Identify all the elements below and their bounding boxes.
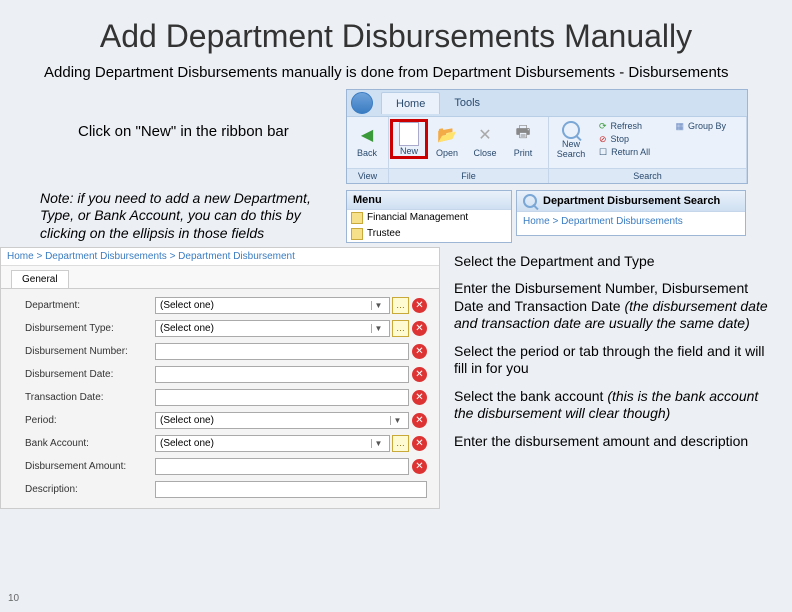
label-date: Disbursement Date: xyxy=(25,369,155,380)
bank-ellipsis-button[interactable]: … xyxy=(392,435,409,452)
chevron-down-icon: ▼ xyxy=(371,301,385,310)
instructions-block: Select the Department and Type Enter the… xyxy=(440,247,792,461)
search-panel: Department Disbursement Search Home > De… xyxy=(516,190,746,236)
form-panel: Home > Department Disbursements > Depart… xyxy=(0,247,440,509)
search-icon xyxy=(523,194,537,208)
print-button[interactable]: 🖶 Print xyxy=(505,120,541,158)
label-department: Department: xyxy=(25,300,155,311)
instruction-4: Select the bank account (this is the ban… xyxy=(454,388,772,423)
menu-panel: Menu Financial Management Trustee xyxy=(346,190,512,243)
error-icon: ✕ xyxy=(412,367,427,382)
page-number: 10 xyxy=(8,593,19,604)
type-ellipsis-button[interactable]: … xyxy=(392,320,409,337)
amount-input[interactable] xyxy=(155,458,409,475)
back-icon: ◀ xyxy=(354,122,380,148)
open-button[interactable]: 📂 Open xyxy=(429,120,465,158)
note-text: Note: if you need to add a new Departmen… xyxy=(40,190,346,243)
click-new-instruction: Click on "New" in the ribbon bar xyxy=(78,89,346,140)
period-select[interactable]: (Select one)▼ xyxy=(155,412,409,429)
chevron-down-icon: ▼ xyxy=(390,416,404,425)
error-icon: ✕ xyxy=(412,298,427,313)
form-breadcrumb: Home > Department Disbursements > Depart… xyxy=(1,248,439,266)
chevron-down-icon: ▼ xyxy=(371,439,385,448)
label-period: Period: xyxy=(25,415,155,426)
close-button[interactable]: ✕ Close xyxy=(467,120,503,158)
search-icon xyxy=(562,121,580,139)
type-select[interactable]: (Select one)▼ xyxy=(155,320,390,337)
group-view-label: View xyxy=(347,168,388,183)
chevron-down-icon: ▼ xyxy=(371,324,385,333)
error-icon: ✕ xyxy=(412,459,427,474)
refresh-option[interactable]: ⟳Refresh xyxy=(599,121,664,132)
ribbon-bar: Home Tools ◀ Back View New xyxy=(346,89,748,184)
print-icon: 🖶 xyxy=(510,122,536,148)
error-icon: ✕ xyxy=(412,321,427,336)
new-doc-icon xyxy=(399,122,419,146)
page-title: Add Department Disbursements Manually xyxy=(0,0,792,63)
menu-item-financial[interactable]: Financial Management xyxy=(347,210,511,226)
error-icon: ✕ xyxy=(412,390,427,405)
stop-option[interactable]: ⊘Stop xyxy=(599,134,664,145)
error-icon: ✕ xyxy=(412,436,427,451)
groupby-option[interactable]: ▦Group By xyxy=(676,121,741,132)
search-breadcrumb: Home > Department Disbursements xyxy=(517,212,745,235)
number-input[interactable] xyxy=(155,343,409,360)
label-bank: Bank Account: xyxy=(25,438,155,449)
instruction-5: Enter the disbursement amount and descri… xyxy=(454,433,772,451)
folder-icon xyxy=(351,228,363,240)
error-icon: ✕ xyxy=(412,413,427,428)
back-button[interactable]: ◀ Back xyxy=(349,120,385,158)
department-select[interactable]: (Select one)▼ xyxy=(155,297,390,314)
group-file-label: File xyxy=(389,168,548,183)
tab-general[interactable]: General xyxy=(11,270,69,288)
new-button[interactable]: New xyxy=(391,120,427,158)
new-search-button[interactable]: New Search xyxy=(549,117,593,168)
instruction-2: Enter the Disbursement Number, Disbursem… xyxy=(454,280,772,333)
group-search-label: Search xyxy=(549,168,746,183)
intro-text: Adding Department Disbursements manually… xyxy=(0,63,792,89)
label-amount: Disbursement Amount: xyxy=(25,461,155,472)
returnall-option[interactable]: ☐Return All xyxy=(599,147,664,158)
instruction-1: Select the Department and Type xyxy=(454,253,772,271)
menu-item-trustee[interactable]: Trustee xyxy=(347,226,511,242)
open-folder-icon: 📂 xyxy=(434,122,460,148)
folder-icon xyxy=(351,212,363,224)
tab-tools[interactable]: Tools xyxy=(440,92,494,113)
date-input[interactable] xyxy=(155,366,409,383)
instruction-3: Select the period or tab through the fie… xyxy=(454,343,772,378)
close-icon: ✕ xyxy=(472,122,498,148)
bank-select[interactable]: (Select one)▼ xyxy=(155,435,390,452)
desc-input[interactable] xyxy=(155,481,427,498)
tab-home[interactable]: Home xyxy=(381,92,440,114)
label-desc: Description: xyxy=(25,484,155,495)
label-type: Disbursement Type: xyxy=(25,323,155,334)
search-panel-header: Department Disbursement Search xyxy=(517,191,745,212)
error-icon: ✕ xyxy=(412,344,427,359)
tdate-input[interactable] xyxy=(155,389,409,406)
menu-header: Menu xyxy=(347,191,511,210)
department-ellipsis-button[interactable]: … xyxy=(392,297,409,314)
label-number: Disbursement Number: xyxy=(25,346,155,357)
app-logo-icon xyxy=(351,92,373,114)
label-tdate: Transaction Date: xyxy=(25,392,155,403)
